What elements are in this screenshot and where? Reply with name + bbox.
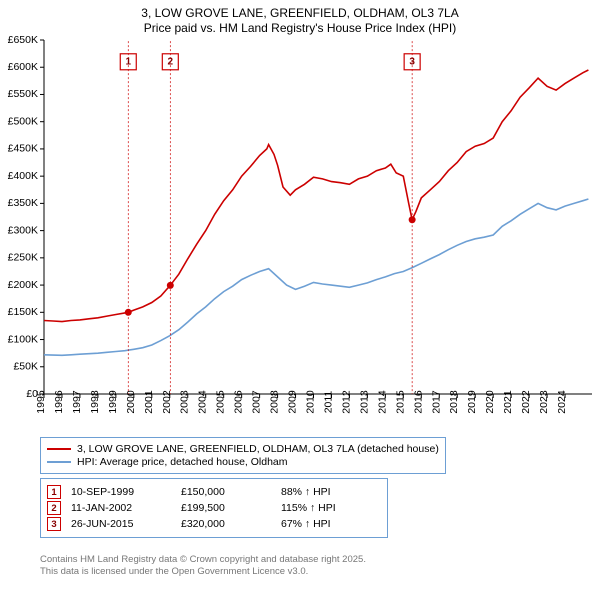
sales-price: £320,000 xyxy=(181,518,281,530)
svg-text:£400K: £400K xyxy=(8,170,38,182)
sale-dot xyxy=(167,282,174,289)
sales-row: 2 11-JAN-2002£199,500115% ↑ HPI xyxy=(43,501,381,515)
sale-marker-num: 1 xyxy=(125,56,131,67)
legend-row: HPI: Average price, detached house, Oldh… xyxy=(47,456,439,468)
svg-text:£350K: £350K xyxy=(8,197,38,209)
sales-marker-num: 1 xyxy=(51,487,56,498)
sales-marker-num: 3 xyxy=(51,519,56,530)
sales-rel: 115% ↑ HPI xyxy=(281,502,381,514)
sales-marker: 1 xyxy=(47,485,61,499)
svg-text:£650K: £650K xyxy=(8,34,38,46)
svg-text:£200K: £200K xyxy=(8,279,38,291)
svg-text:£600K: £600K xyxy=(8,61,38,73)
sales-rel: 88% ↑ HPI xyxy=(281,486,381,498)
sales-date: 10-SEP-1999 xyxy=(71,486,181,498)
svg-text:£550K: £550K xyxy=(8,88,38,100)
legend-swatch xyxy=(47,461,71,463)
sales-date: 26-JUN-2015 xyxy=(71,518,181,530)
svg-text:£300K: £300K xyxy=(8,224,38,236)
footer-line-2: This data is licensed under the Open Gov… xyxy=(40,566,366,578)
sales-table: 1 10-SEP-1999£150,00088% ↑ HPI 2 11-JAN-200… xyxy=(40,478,388,538)
sales-row: 1 10-SEP-1999£150,00088% ↑ HPI xyxy=(43,485,381,499)
svg-text:£50K: £50K xyxy=(13,361,38,373)
footer-line-1: Contains HM Land Registry data © Crown c… xyxy=(40,554,366,566)
sale-dot xyxy=(409,216,416,223)
sales-price: £199,500 xyxy=(181,502,281,514)
sales-rel: 67% ↑ HPI xyxy=(281,518,381,530)
svg-text:£100K: £100K xyxy=(8,333,38,345)
sales-marker: 3 xyxy=(47,517,61,531)
legend-swatch xyxy=(47,448,71,450)
sales-marker-num: 2 xyxy=(51,503,56,514)
sales-price: £150,000 xyxy=(181,486,281,498)
footer-credits: Contains HM Land Registry data © Crown c… xyxy=(40,554,366,578)
svg-text:£250K: £250K xyxy=(8,252,38,264)
sale-marker-num: 2 xyxy=(168,56,174,67)
sales-row: 3 26-JUN-2015£320,00067% ↑ HPI xyxy=(43,517,381,531)
sales-date: 11-JAN-2002 xyxy=(71,502,181,514)
sale-marker-num: 3 xyxy=(409,56,415,67)
chart-svg: £0£50K£100K£150K£200K£250K£300K£350K£400… xyxy=(0,0,600,435)
sales-marker: 2 xyxy=(47,501,61,515)
legend-label: HPI: Average price, detached house, Oldh… xyxy=(77,456,288,468)
svg-text:£150K: £150K xyxy=(8,306,38,318)
legend: 3, LOW GROVE LANE, GREENFIELD, OLDHAM, O… xyxy=(40,437,446,474)
svg-text:£500K: £500K xyxy=(8,115,38,127)
legend-row: 3, LOW GROVE LANE, GREENFIELD, OLDHAM, O… xyxy=(47,443,439,455)
svg-text:£450K: £450K xyxy=(8,143,38,155)
sale-dot xyxy=(125,309,132,316)
legend-label: 3, LOW GROVE LANE, GREENFIELD, OLDHAM, O… xyxy=(77,443,439,455)
chart-container: 3, LOW GROVE LANE, GREENFIELD, OLDHAM, O… xyxy=(0,0,600,590)
